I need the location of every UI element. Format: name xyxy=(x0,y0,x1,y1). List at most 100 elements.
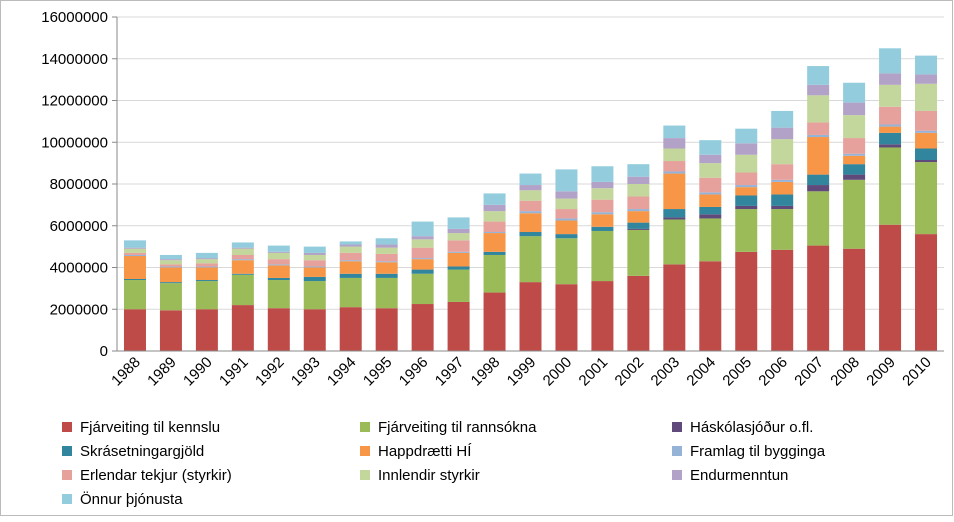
bar-segment xyxy=(663,264,686,351)
bar-segment xyxy=(519,236,542,283)
bar-segment xyxy=(483,251,506,255)
bar-segment xyxy=(771,110,794,128)
bar-segment xyxy=(411,304,434,351)
y-tick-label: 10000000 xyxy=(41,134,108,151)
bar-segment xyxy=(663,161,686,172)
bar-segment xyxy=(447,252,470,267)
bar-segment xyxy=(375,253,398,262)
bar-segment xyxy=(411,269,434,274)
bar-segment xyxy=(591,226,614,231)
bar-segment xyxy=(411,247,434,259)
bar-segment xyxy=(411,273,434,305)
bar-segment xyxy=(303,252,326,255)
bar-segment xyxy=(123,248,146,253)
bar-segment xyxy=(267,252,290,260)
bar-segment xyxy=(663,138,686,149)
bar-segment xyxy=(159,264,182,267)
bar-segment xyxy=(231,248,254,255)
bar-segment xyxy=(555,284,578,351)
bar-segment xyxy=(339,260,362,262)
bar-segment xyxy=(915,55,938,75)
bar-segment xyxy=(519,213,542,233)
bar-segment xyxy=(879,106,902,125)
legend-swatch xyxy=(62,422,72,432)
bar-segment xyxy=(591,281,614,351)
legend-label: Háskólasjóður o.fl. xyxy=(690,419,813,436)
bar-segment xyxy=(879,84,902,107)
bar-segment xyxy=(519,190,542,201)
bar-segment xyxy=(699,140,722,155)
legend-label: Önnur þjónusta xyxy=(80,490,183,508)
bar-segment xyxy=(339,252,362,261)
bar-segment xyxy=(123,278,146,281)
bar-segment xyxy=(627,176,650,184)
bar-segment xyxy=(447,269,470,302)
bar-segment xyxy=(231,242,254,248)
bar-segment xyxy=(483,292,506,351)
bar-segment xyxy=(843,153,866,156)
bar-segment xyxy=(663,217,686,220)
bar-segment xyxy=(699,163,722,178)
bar-segment xyxy=(699,177,722,193)
bar-segment xyxy=(843,102,866,116)
bar-segment xyxy=(915,130,938,133)
bar-segment xyxy=(519,173,542,186)
bar-segment xyxy=(627,196,650,210)
bar-segment xyxy=(411,258,434,260)
bar-segment xyxy=(663,171,686,174)
legend-swatch xyxy=(62,470,72,480)
bar-segment xyxy=(807,191,830,246)
bar-segment xyxy=(591,199,614,213)
bar-segment xyxy=(735,154,758,173)
bar-segment xyxy=(807,134,830,138)
bar-segment xyxy=(339,277,362,308)
bar-segment xyxy=(879,144,902,148)
bar-segment xyxy=(699,154,722,164)
bar-segment xyxy=(123,256,146,279)
bar-segment xyxy=(555,191,578,199)
bar-segment xyxy=(771,194,794,206)
bar-segment xyxy=(771,209,794,250)
bar-segment xyxy=(195,267,218,281)
bar-segment xyxy=(699,192,722,195)
bar-segment xyxy=(123,309,146,351)
bar-segment xyxy=(483,233,506,252)
bar-segment xyxy=(591,181,614,189)
bar-segment xyxy=(159,282,182,284)
bar-segment xyxy=(231,254,254,260)
bar-segment xyxy=(843,248,866,351)
y-tick-label: 14000000 xyxy=(41,51,108,68)
bar-segment xyxy=(195,280,218,282)
bar-segment xyxy=(411,239,434,248)
bar-segment xyxy=(591,188,614,200)
bar-segment xyxy=(375,308,398,351)
bar-segment xyxy=(735,187,758,196)
bar-segment xyxy=(807,174,830,186)
bar-segment xyxy=(267,280,290,309)
bar-segment xyxy=(699,218,722,262)
bar-segment xyxy=(303,266,326,268)
bar-segment xyxy=(843,115,866,139)
legend-swatch xyxy=(62,494,72,504)
bar-segment xyxy=(555,169,578,192)
bar-segment xyxy=(843,155,866,165)
bar-segment xyxy=(375,277,398,309)
bar-segment xyxy=(879,224,902,351)
bar-segment xyxy=(231,305,254,351)
bar-segment xyxy=(303,276,326,282)
bar-segment xyxy=(339,261,362,274)
bar-segment xyxy=(915,110,938,131)
bar-segment xyxy=(735,209,758,252)
bar-segment xyxy=(555,234,578,239)
bar-segment xyxy=(915,162,938,235)
bar-segment xyxy=(519,232,542,237)
bar-segment xyxy=(807,137,830,175)
bar-segment xyxy=(483,232,506,234)
bar-segment xyxy=(195,259,218,264)
bar-segment xyxy=(267,265,290,278)
bar-segment xyxy=(843,174,866,180)
bar-segment xyxy=(663,148,686,162)
bar-segment xyxy=(735,172,758,186)
